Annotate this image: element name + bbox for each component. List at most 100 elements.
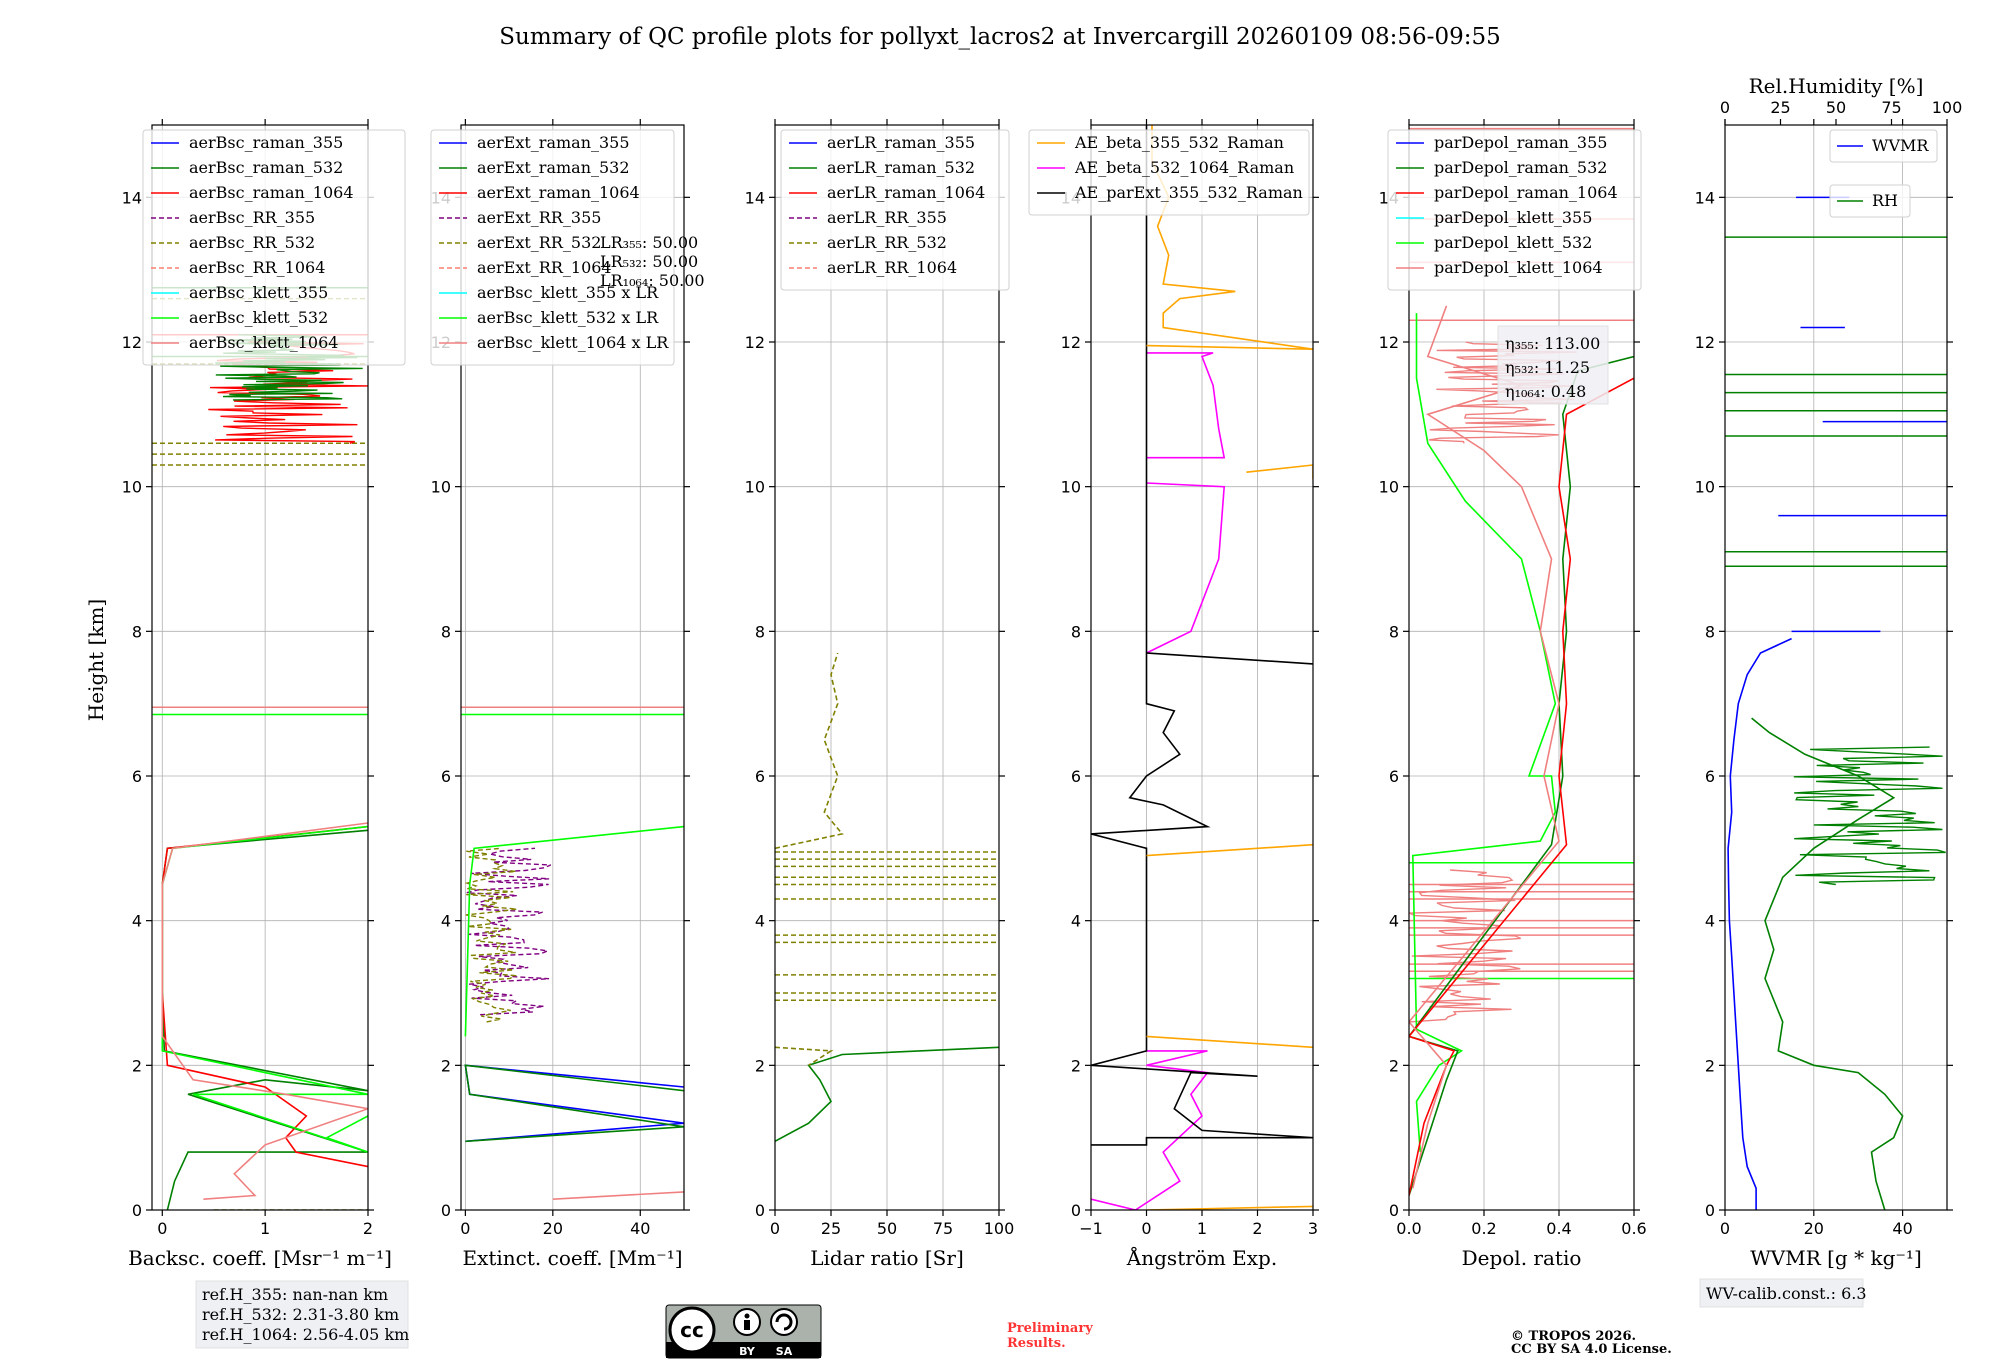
ytick-label: 2 <box>132 1056 142 1075</box>
ytick-label: 8 <box>441 622 451 641</box>
legend-label: aerLR_raman_355 <box>827 133 975 152</box>
series-aerBsc_raman_1064 <box>161 825 368 1168</box>
ytick-label: 4 <box>1705 912 1715 931</box>
sa-icon <box>770 1308 798 1336</box>
series-parDepol_klett_532 <box>1411 313 1557 1153</box>
ref-height-box <box>195 1280 409 1349</box>
legend-label: AE_beta_355_532_Raman <box>1074 133 1284 152</box>
legend-label: aerExt_RR_1064 <box>477 258 612 277</box>
legend-box <box>1829 129 1938 163</box>
xtick-label: 0 <box>157 1219 167 1238</box>
eta-box <box>1497 325 1609 405</box>
series-RH <box>1751 717 1904 1210</box>
ytick-label: 6 <box>441 767 451 786</box>
xtick-label: 3 <box>1308 1219 1318 1238</box>
ytick-label: 2 <box>1705 1056 1715 1075</box>
copyright-line-2: CC BY SA 4.0 License. <box>1511 1342 1672 1357</box>
lr-label: LR₅₃₂: 50.00 <box>600 252 698 271</box>
data-layer <box>775 652 999 1143</box>
xtick-label: 25 <box>821 1219 841 1238</box>
panel-6: 0 2 4 6 8 10 12 14 0 20 40 WVMR [g * kg⁻¹] 0 25 50 75 10… <box>1695 74 1962 1308</box>
xtick-label: 0 <box>1141 1219 1151 1238</box>
series-aerLR_RR_532 <box>775 1046 834 1066</box>
series-AE_beta_355_532_Raman_b <box>1146 1035 1313 1049</box>
series-AE_beta_355_532_Raman_c <box>1146 843 1313 857</box>
series-AE_beta_532_1064_Raman <box>1091 1050 1209 1210</box>
xtick-label: 40 <box>1892 1219 1912 1238</box>
ytick-label: 12 <box>1061 333 1081 352</box>
xtick-label: 0.0 <box>1396 1219 1421 1238</box>
legend-box <box>1028 129 1310 216</box>
legend-box <box>430 129 675 366</box>
series-aerLR_raman_532 <box>775 1046 999 1143</box>
legend-label: aerBsc_RR_532 <box>189 233 315 252</box>
eta-label: η₅₃₂: 11.25 <box>1505 358 1590 377</box>
legend-label: aerExt_raman_532 <box>477 158 630 177</box>
prelim-line-1: Preliminary <box>1007 1321 1093 1336</box>
ytick-label: 14 <box>745 188 765 207</box>
xtick-label: 0 <box>1720 1219 1730 1238</box>
legend-label: aerExt_RR_355 <box>477 208 601 227</box>
xtick-label: 1 <box>260 1219 270 1238</box>
top-xtick-label: 25 <box>1770 98 1790 117</box>
xtick-label: −1 <box>1079 1219 1103 1238</box>
ytick-label: 8 <box>1389 622 1399 641</box>
top-xtick-label: 50 <box>1826 98 1846 117</box>
ytick-label: 6 <box>1389 767 1399 786</box>
legend-label: aerBsc_RR_355 <box>189 208 315 227</box>
ytick-label: 4 <box>1071 912 1081 931</box>
ytick-label: 6 <box>1071 767 1081 786</box>
ytick-label: 0 <box>1705 1201 1715 1220</box>
xtick-label: 40 <box>630 1219 650 1238</box>
legend-label: parDepol_raman_355 <box>1434 133 1607 152</box>
series-aerExt_raman_355 <box>464 1064 684 1143</box>
xtick-label: 0.2 <box>1471 1219 1496 1238</box>
ytick-label: 8 <box>755 622 765 641</box>
legend-label: parDepol_raman_1064 <box>1434 183 1618 202</box>
legend-label: aerBsc_raman_532 <box>189 158 343 177</box>
wv-calib-label: WV-calib.const.: 6.3 <box>1706 1284 1867 1303</box>
profile-noise-rr355 <box>466 847 551 1016</box>
ytick-label: 14 <box>1695 188 1715 207</box>
ytick-label: 12 <box>1695 333 1715 352</box>
ytick-label: 8 <box>132 622 142 641</box>
ytick-label: 2 <box>755 1056 765 1075</box>
copyright-line-1: © TROPOS 2026. <box>1511 1329 1636 1344</box>
legend-label: aerLR_RR_355 <box>827 208 947 227</box>
ytick-label: 10 <box>122 478 142 497</box>
series-aerBsc_klett_1064 <box>161 822 368 1200</box>
wv-calib-box <box>1699 1278 1864 1308</box>
xtick-label: 0 <box>460 1219 470 1238</box>
xtick-label: 50 <box>877 1219 897 1238</box>
data-layer <box>461 706 684 1200</box>
legend-label: aerBsc_klett_1064 x LR <box>477 333 669 352</box>
ytick-label: 4 <box>1389 912 1399 931</box>
ytick-label: 6 <box>755 767 765 786</box>
panel-2: 0246810121402040Extinct. coeff. [Mm⁻¹]ae… <box>430 119 705 1270</box>
legend-label: WVMR <box>1872 136 1929 155</box>
cc-license-badge: cc BY SA <box>665 1304 822 1359</box>
axes-frame <box>1408 124 1635 1211</box>
legend-label: aerBsc_klett_355 <box>189 283 328 302</box>
legend-label: parDepol_raman_532 <box>1434 158 1607 177</box>
x-axis-label: Extinct. coeff. [Mm⁻¹] <box>462 1246 682 1270</box>
series-aerExt_raman_532 <box>464 1064 684 1143</box>
xtick-label: 1 <box>1197 1219 1207 1238</box>
eta-label: η₃₅₅: 113.00 <box>1505 334 1600 353</box>
x-axis-label: WVMR [g * kg⁻¹] <box>1750 1246 1922 1270</box>
series-AE_parExt_355_532_Raman <box>1091 125 1313 1146</box>
legend-label: aerExt_raman_1064 <box>477 183 640 202</box>
ytick-label: 10 <box>1061 478 1081 497</box>
legend-label: aerBsc_RR_1064 <box>189 258 325 277</box>
y-axis-label: Height [km] <box>84 599 108 721</box>
xtick-label: 20 <box>1804 1219 1824 1238</box>
ytick-label: 10 <box>745 478 765 497</box>
legend-label: parDepol_klett_1064 <box>1434 258 1603 277</box>
ytick-label: 0 <box>1389 1201 1399 1220</box>
ytick-label: 0 <box>755 1201 765 1220</box>
legend-box <box>1829 184 1911 218</box>
legend-label: aerExt_raman_355 <box>477 133 630 152</box>
xtick-label: 75 <box>933 1219 953 1238</box>
